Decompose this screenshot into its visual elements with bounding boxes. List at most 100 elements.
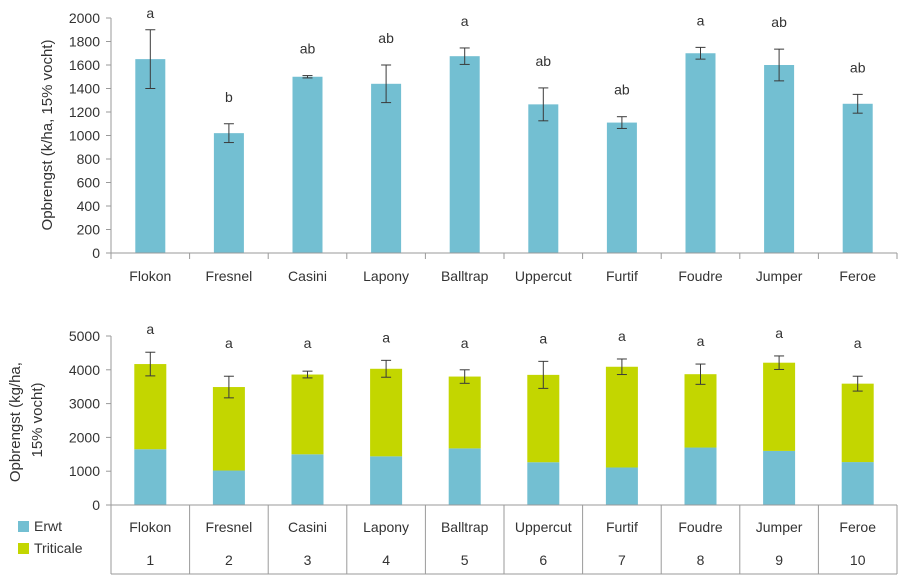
top-bars (135, 53, 873, 254)
bottom-significance-fresnel: a (225, 335, 233, 351)
top-x-axis (110, 252, 898, 259)
bottom-category-uppercut: Uppercut (515, 519, 572, 535)
top-significance-fresnel: b (225, 89, 233, 105)
bottom-bars (134, 362, 874, 505)
legend: Erwt Triticale (18, 518, 83, 556)
legend-swatch-triticale (18, 543, 29, 554)
bottom-category-table: Flokon 1 Fresnel 2 Casini 3 Lapony 4 Balltrap 5 Up… (110, 504, 898, 575)
bottom-category-number-6: 6 (539, 552, 547, 568)
bottom-bar-erwt-lapony (370, 456, 403, 505)
bottom-category-number-5: 5 (461, 552, 469, 568)
bottom-bar-erwt-fresnel (212, 470, 245, 505)
bottom-y-tick-4000: 4000 (69, 362, 100, 378)
bottom-bar-triticale-furtif (605, 366, 638, 468)
bottom-bar-triticale-lapony (370, 368, 403, 457)
top-y-ticks: 0 200 400 600 800 1000 1200 1400 1600 1800 2000 (69, 10, 112, 261)
bottom-significance-foudre: a (697, 333, 705, 349)
bottom-bar-erwt-casini (291, 454, 324, 505)
top-category-labels: Flokon Fresnel Casini Lapony Balltrap Uppercu… (129, 268, 876, 284)
bottom-y-tick-1000: 1000 (69, 463, 100, 479)
bottom-chart: Opbrengst (kg/ha, 15% vocht) 0 1000 2000 30… (7, 321, 898, 575)
bottom-significance-jumper: a (775, 325, 783, 341)
top-category-feroe: Feroe (839, 268, 876, 284)
bottom-error-bars (145, 351, 863, 399)
bottom-bar-erwt-foudre (684, 447, 717, 505)
top-significance-furtif: ab (614, 82, 630, 98)
bottom-category-lapony: Lapony (363, 519, 409, 535)
bottom-y-ticks: 0 1000 2000 3000 4000 5000 (69, 328, 112, 513)
top-category-foudre: Foudre (678, 268, 723, 284)
bottom-category-number-1: 1 (146, 552, 154, 568)
top-bar-furtif (606, 122, 637, 253)
bottom-category-number-7: 7 (618, 552, 626, 568)
bottom-category-number-4: 4 (382, 552, 390, 568)
bottom-y-axis-label-line2: 15% vocht) (29, 382, 46, 457)
top-chart: Opbrengst (k/ha, 15% vocht) 0 200 400 600 80… (39, 5, 898, 284)
top-bar-uppercut (528, 104, 559, 253)
top-y-tick-400: 400 (77, 198, 101, 214)
bottom-significance-furtif: a (618, 328, 626, 344)
legend-swatch-erwt (18, 521, 29, 532)
top-significance-casini: ab (300, 41, 316, 57)
bottom-y-tick-0: 0 (92, 497, 100, 513)
top-significance-feroe: ab (850, 59, 866, 75)
top-bar-fresnel (213, 133, 244, 253)
top-y-tick-1200: 1200 (69, 104, 100, 120)
bottom-significance-balltrap: a (461, 335, 469, 351)
top-category-lapony: Lapony (363, 268, 409, 284)
bottom-y-tick-2000: 2000 (69, 429, 100, 445)
bottom-category-furtif: Furtif (606, 519, 638, 535)
bottom-significance-flokon: a (146, 321, 154, 337)
bottom-y-axis-label-line1: Opbrengst (kg/ha, (7, 362, 24, 482)
bottom-category-flokon: Flokon (129, 519, 171, 535)
bottom-significance-casini: a (304, 335, 312, 351)
legend-label-triticale: Triticale (34, 540, 83, 556)
top-y-tick-1800: 1800 (69, 34, 100, 50)
bottom-significance-lapony: a (382, 329, 390, 345)
top-y-axis-label: Opbrengst (k/ha, 15% vocht) (39, 40, 56, 231)
top-y-tick-0: 0 (92, 245, 100, 261)
top-y-tick-2000: 2000 (69, 10, 100, 26)
bottom-category-number-9: 9 (775, 552, 783, 568)
top-bar-feroe (842, 103, 873, 254)
top-y-tick-1600: 1600 (69, 57, 100, 73)
top-bar-flokon (135, 59, 166, 253)
bottom-y-axis-label: Opbrengst (kg/ha, 15% vocht) (7, 358, 46, 482)
bottom-bar-erwt-uppercut (527, 462, 560, 505)
bottom-category-casini: Casini (288, 519, 327, 535)
top-significance-foudre: a (697, 12, 705, 28)
bottom-category-fresnel: Fresnel (206, 519, 253, 535)
bottom-y-tick-3000: 3000 (69, 396, 100, 412)
bottom-category-number-10: 10 (850, 552, 866, 568)
top-bar-casini (292, 76, 323, 253)
top-bar-lapony (371, 83, 402, 253)
bottom-bar-triticale-flokon (134, 364, 167, 450)
bottom-category-number-2: 2 (225, 552, 233, 568)
top-y-tick-1000: 1000 (69, 128, 100, 144)
top-category-furtif: Furtif (606, 268, 638, 284)
top-significance-uppercut: ab (536, 53, 552, 69)
bottom-bar-triticale-feroe (841, 383, 874, 463)
top-significance-flokon: a (146, 5, 154, 21)
top-y-tick-600: 600 (77, 175, 101, 191)
bottom-bar-triticale-jumper (763, 362, 796, 451)
top-category-jumper: Jumper (756, 268, 803, 284)
bottom-category-jumper: Jumper (756, 519, 803, 535)
bottom-bar-triticale-foudre (684, 374, 717, 448)
bottom-category-foudre: Foudre (678, 519, 723, 535)
bottom-y-tick-5000: 5000 (69, 328, 100, 344)
bottom-category-feroe: Feroe (839, 519, 876, 535)
bottom-category-number-8: 8 (697, 552, 705, 568)
top-category-casini: Casini (288, 268, 327, 284)
bottom-bar-erwt-furtif (605, 467, 638, 505)
top-significance-jumper: ab (771, 14, 787, 30)
top-y-tick-1400: 1400 (69, 81, 100, 97)
top-category-uppercut: Uppercut (515, 268, 572, 284)
bottom-bar-triticale-uppercut (527, 374, 560, 463)
bottom-bar-erwt-flokon (134, 449, 167, 505)
bottom-significance-feroe: a (854, 335, 862, 351)
top-significance-balltrap: a (461, 13, 469, 29)
top-y-tick-200: 200 (77, 222, 101, 238)
